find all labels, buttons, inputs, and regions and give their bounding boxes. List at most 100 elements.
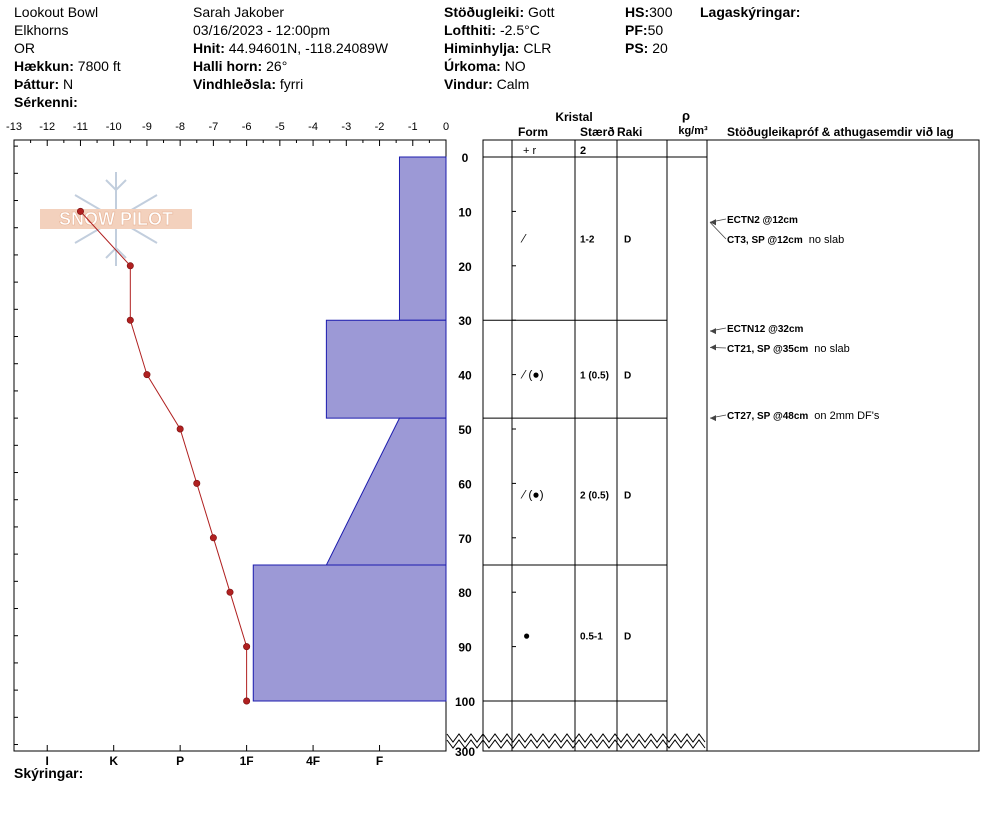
layer-moisture: D: [624, 235, 631, 246]
hardness-label: 1F: [240, 754, 254, 768]
hs-row: HS:300: [625, 3, 672, 21]
layer-size: 0.5-1: [580, 632, 603, 643]
aspect-row: Þáttur: N: [14, 75, 73, 93]
tests-header: Stöðugleikapróf & athugasemdir við lag: [727, 125, 954, 139]
layer-size: 2 (0.5): [580, 490, 609, 501]
test-arrowhead: [710, 415, 716, 422]
depth-label: 80: [458, 586, 472, 600]
hardness-layer: [398, 156, 447, 321]
svg-text:SNOW PILOT: SNOW PILOT: [59, 209, 173, 229]
layer-form: ⁄ (●): [520, 487, 544, 501]
form-header: Form: [518, 125, 548, 139]
test-result: CT3, SP @12cm: [727, 235, 803, 246]
test-arrowhead: [710, 328, 716, 335]
ps-value: 20: [652, 40, 668, 56]
size-header: Stærð: [580, 125, 615, 139]
coords-row: Hnit: 44.94601N, -118.24089W: [193, 39, 388, 57]
temp-tick-label: -8: [175, 121, 185, 133]
slope-row: Halli horn: 26°: [193, 57, 287, 75]
elevation-row: Hækkun: 7800 ft: [14, 57, 121, 75]
wind-loading-value: fyrri: [279, 76, 304, 92]
elevation-label: Hækkun:: [14, 58, 74, 74]
sky-row: Himinhylja: CLR: [444, 39, 551, 57]
temperature-point: [126, 316, 134, 324]
hardness-label: I: [46, 754, 49, 768]
temp-tick-label: -7: [208, 121, 218, 133]
legend-label: Skýringar:: [14, 765, 83, 781]
temp-tick-label: -9: [142, 121, 152, 133]
wind-loading-label: Vindhleðsla:: [193, 76, 276, 92]
layer-form: ●: [523, 629, 530, 643]
hardness-label: 4F: [306, 754, 320, 768]
hardness-label: P: [176, 754, 184, 768]
temp-tick-label: -3: [341, 121, 351, 133]
depth-label: 10: [458, 205, 472, 219]
test-note: on 2mm DF's: [814, 410, 880, 422]
depth-label: 100: [455, 695, 475, 709]
aspect-label: Þáttur:: [14, 76, 60, 92]
wind-row: Vindur: Calm: [444, 75, 529, 93]
depth-break-line: [446, 733, 706, 743]
depth-bottom-label: 300: [455, 745, 475, 759]
temp-tick-label: -5: [275, 121, 285, 133]
depth-label: 50: [458, 423, 472, 437]
stability-value: Gott: [528, 4, 555, 20]
top-row-form: + r: [523, 145, 536, 157]
observation-datetime: 03/16/2023 - 12:00pm: [193, 22, 330, 38]
test-arrowhead: [710, 219, 716, 226]
depth-label: 60: [458, 477, 472, 491]
specifics-row: Sérkenni:: [14, 93, 78, 111]
temp-tick-label: -6: [242, 121, 252, 133]
air-temp-value: -2.5°C: [499, 22, 540, 38]
hs-value: 300: [649, 4, 673, 20]
precip-value: NO: [504, 58, 526, 74]
precip-row: Úrkoma: NO: [444, 57, 526, 75]
depth-label: 90: [458, 641, 472, 655]
stability-row: Stöðugleiki: Gott: [444, 3, 554, 21]
tests-frame: [706, 139, 980, 752]
elevation-value: 7800 ft: [77, 58, 121, 74]
test-note: no slab: [809, 234, 844, 246]
test-note: no slab: [814, 343, 849, 355]
test-arrowhead: [710, 344, 716, 351]
hardness-label: F: [376, 754, 383, 768]
sky-value: CLR: [523, 40, 552, 56]
coords-value: 44.94601N, -118.24089W: [228, 40, 389, 56]
temp-tick-label: 0: [443, 121, 449, 133]
wind-value: Calm: [496, 76, 530, 92]
snow-pilot-logo: SNOW PILOT: [40, 172, 192, 266]
mountain-range: Elkhorns: [14, 22, 69, 38]
temperature-line: [80, 211, 248, 701]
state: OR: [14, 40, 35, 56]
wind-label: Vindur:: [444, 76, 493, 92]
layer-moisture: D: [624, 632, 631, 643]
test-result: ECTN12 @32cm: [727, 324, 804, 335]
temp-tick-label: -11: [73, 121, 88, 133]
hardness-label: K: [109, 754, 118, 768]
depth-label: 20: [458, 260, 472, 274]
moisture-header: Raki: [617, 125, 642, 139]
temp-tick-label: -1: [408, 121, 418, 133]
ps-label: PS:: [625, 40, 649, 56]
aspect-value: N: [63, 76, 74, 92]
hs-label: HS:: [625, 4, 650, 20]
slope-label: Halli horn:: [193, 58, 263, 74]
hardness-layer: [252, 564, 447, 702]
temp-tick-label: -13: [6, 121, 22, 133]
temp-tick-label: -10: [106, 121, 122, 133]
coords-label: Hnit:: [193, 40, 225, 56]
depth-label: 40: [458, 369, 472, 383]
temp-tick-label: -2: [375, 121, 385, 133]
test-result: ECTN2 @12cm: [727, 215, 798, 226]
test-pointer: [709, 222, 727, 240]
depth-label: 30: [458, 314, 472, 328]
slope-value: 26°: [266, 58, 288, 74]
crystal-header: Kristal: [555, 110, 592, 124]
density-unit-header: kg/m³: [678, 125, 708, 137]
sky-label: Himinhylja:: [444, 40, 520, 56]
temperature-point: [226, 588, 234, 596]
layer-size: 1-2: [580, 235, 595, 246]
observer-name: Sarah Jakober: [193, 4, 285, 20]
layer-moisture: D: [624, 490, 631, 501]
